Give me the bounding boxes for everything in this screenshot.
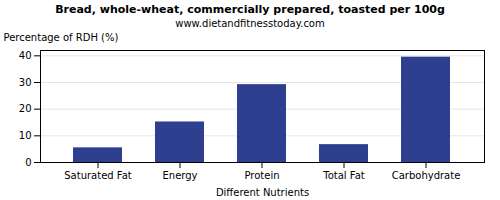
svg-text:10: 10 [19, 130, 32, 141]
svg-text:Energy: Energy [162, 170, 197, 181]
html-text:Bread, whole-wheat, commercial: Bread, whole-wheat, commercially prepare… [55, 3, 445, 16]
svg-text:Protein: Protein [244, 170, 279, 181]
svg-text:20: 20 [19, 103, 32, 114]
svg-text:40: 40 [19, 50, 32, 61]
svg-text:Percentage of RDH (%): Percentage of RDH (%) [4, 32, 119, 43]
svg-text:Different Nutrients: Different Nutrients [216, 187, 309, 198]
svg-text:Total Fat: Total Fat [322, 170, 364, 181]
html-text:www.dietandfitnesstoday.com: www.dietandfitnesstoday.com [175, 18, 325, 29]
svg-text:Carbohydrate: Carbohydrate [392, 170, 461, 181]
svg-text:Saturated Fat: Saturated Fat [64, 170, 132, 181]
svg-text:0: 0 [25, 157, 31, 168]
svg-text:30: 30 [19, 77, 32, 88]
